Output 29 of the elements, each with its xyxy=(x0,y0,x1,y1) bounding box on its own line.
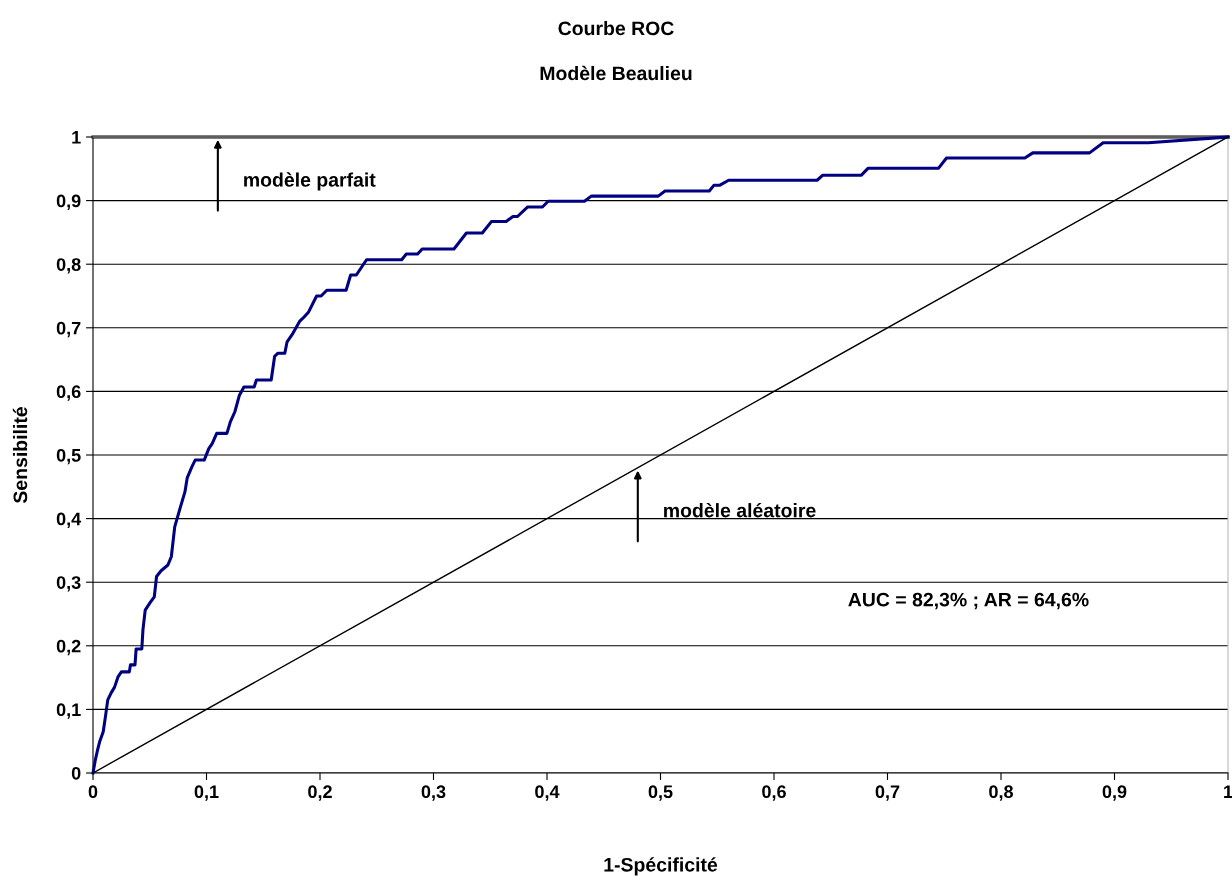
y-tick-label: 0 xyxy=(71,766,81,780)
y-tick-label: 0,5 xyxy=(56,448,81,465)
x-tick-label: 0 xyxy=(88,785,98,799)
annotation: modèle aléatoire xyxy=(664,502,816,518)
x-tick-label: 0,4 xyxy=(535,785,560,801)
x-tick-label: 0,2 xyxy=(308,785,332,801)
x-axis-title: 1-Spécificité xyxy=(604,857,718,876)
chart-title: Courbe ROC xyxy=(558,20,674,36)
y-tick-label: 0,2 xyxy=(56,639,81,656)
x-tick-label: 0,7 xyxy=(875,785,900,801)
y-tick-label: 0,6 xyxy=(56,385,81,401)
annotation: AUC = 82,3% ; AR = 64,6% xyxy=(848,592,1089,610)
y-tick-label: 0,1 xyxy=(56,703,81,719)
annotation: modèle parfait xyxy=(244,172,376,191)
y-tick-label: 0,9 xyxy=(56,194,81,210)
chart-subtitle: Modèle Beaulieu xyxy=(540,65,692,81)
y-tick-label: 0,8 xyxy=(56,258,81,274)
y-tick-label: 0,3 xyxy=(56,576,81,592)
x-tick-label: 0,3 xyxy=(421,785,446,801)
y-tick-label: 0,7 xyxy=(56,321,81,338)
x-tick-label: 0,1 xyxy=(194,785,219,801)
x-tick-label: 0,6 xyxy=(762,785,786,801)
x-tick-label: 0,8 xyxy=(989,785,1013,801)
y-tick-label: 1 xyxy=(72,131,81,144)
x-tick-label: 1 xyxy=(1224,785,1232,798)
y-tick-label: 0,4 xyxy=(56,512,82,528)
y-axis-title: Sensibilité xyxy=(12,407,28,504)
x-tick-label: 0,5 xyxy=(648,785,673,801)
x-tick-label: 0,9 xyxy=(1102,785,1127,801)
